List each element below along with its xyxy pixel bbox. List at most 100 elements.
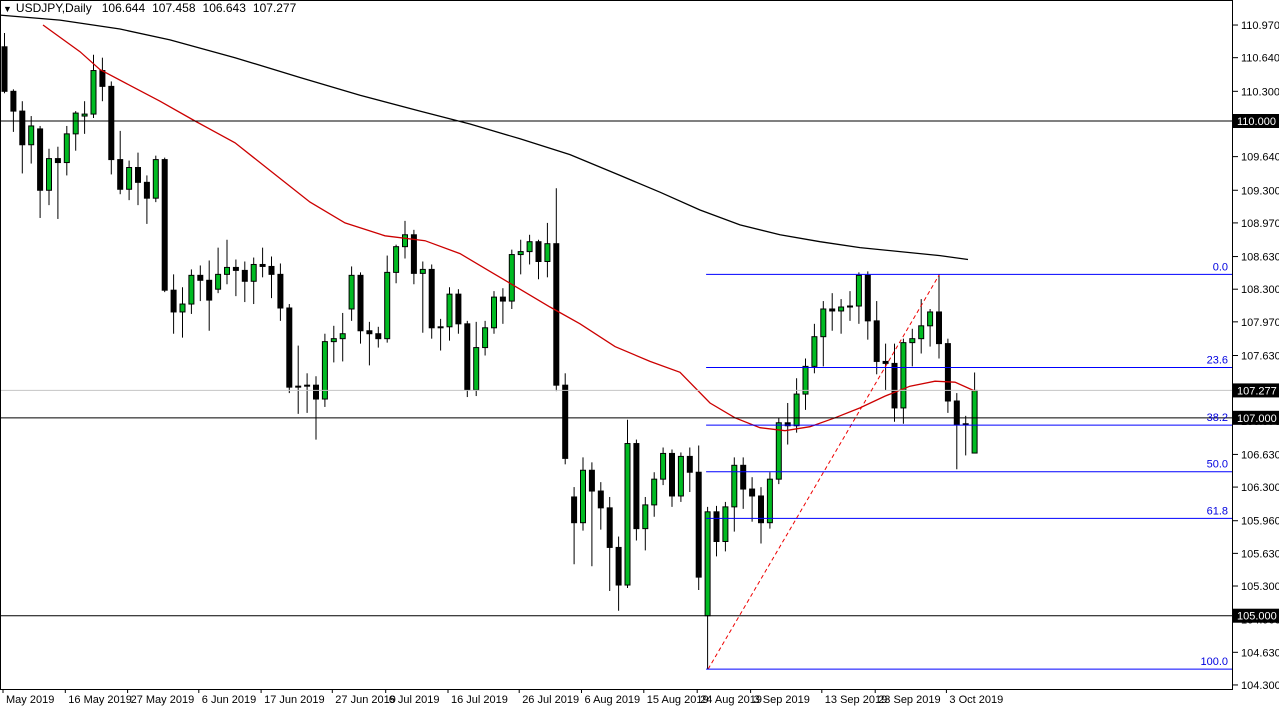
candle	[117, 130, 124, 195]
candle	[562, 373, 569, 465]
candle	[437, 318, 444, 351]
date-tick-label: 17 Jun 2019	[264, 694, 325, 706]
price-tick-label: 110.300	[1241, 86, 1279, 98]
candle	[455, 289, 462, 334]
candle	[393, 244, 400, 284]
candle	[535, 239, 542, 280]
horizontal-level-lines[interactable]	[0, 120, 1232, 617]
candle	[873, 301, 880, 375]
candle	[517, 239, 524, 275]
price-tick-label: 109.640	[1241, 152, 1279, 164]
candle	[864, 271, 871, 340]
candle	[215, 247, 222, 294]
candle	[206, 260, 213, 331]
candle	[588, 462, 595, 567]
candle	[135, 152, 141, 206]
candle	[304, 373, 311, 413]
candle	[855, 272, 862, 324]
date-tick-label: 13 Sep 2019	[825, 694, 887, 706]
candle	[660, 447, 667, 486]
plot-border	[0, 0, 1233, 690]
price-box-label: 107.000	[1237, 413, 1277, 425]
candle	[713, 505, 720, 557]
date-tick-label: 6 Aug 2019	[585, 694, 641, 706]
candle	[829, 293, 836, 331]
candle	[446, 287, 453, 341]
candle	[491, 291, 497, 334]
level-price-box	[1233, 114, 1279, 128]
candle	[428, 264, 435, 339]
ohlc-high-value: 107.458	[152, 1, 196, 15]
price-tick-label: 104.630	[1241, 647, 1279, 659]
candle	[197, 265, 204, 302]
candle	[811, 323, 818, 374]
candle	[313, 376, 319, 440]
candle	[900, 338, 907, 424]
fib-label-38.2: 38.2	[1207, 412, 1228, 424]
candle	[686, 447, 693, 493]
date-tick-label: 23 Sep 2019	[878, 694, 940, 706]
symbol-timeframe-label: USDJPY,Daily	[15, 1, 92, 15]
date-tick-label: May 2019	[6, 694, 54, 706]
candle	[108, 81, 115, 175]
date-tick-label: 24 Aug 2019	[700, 694, 762, 706]
candle	[847, 291, 853, 321]
candle	[740, 457, 747, 509]
candle	[580, 457, 586, 531]
candle	[375, 326, 382, 348]
price-tick-label: 105.630	[1241, 548, 1279, 560]
candle	[936, 274, 942, 359]
date-tick-label: 16 May 2019	[68, 694, 132, 706]
candle	[526, 234, 533, 265]
price-box-label: 105.000	[1237, 611, 1277, 623]
candle	[295, 345, 302, 414]
candle	[241, 261, 248, 303]
ohlc-low-value: 106.643	[202, 1, 246, 15]
candle	[224, 239, 230, 285]
fib-label-0.0: 0.0	[1213, 261, 1228, 273]
ma-fast-line	[42, 24, 976, 432]
price-tick-label: 108.970	[1241, 218, 1279, 230]
date-tick-label: 27 May 2019	[131, 694, 195, 706]
candle	[571, 487, 578, 565]
candle	[419, 261, 426, 333]
ma-slow-line	[0, 14, 969, 261]
candle	[838, 299, 845, 334]
candle	[918, 299, 925, 354]
candle	[348, 266, 355, 321]
price-tick-label: 106.300	[1241, 482, 1279, 494]
candle	[731, 457, 738, 532]
collapse-marker-icon[interactable]: ▼	[3, 4, 12, 14]
candle	[784, 402, 791, 445]
candle	[766, 472, 773, 529]
price-tick-label: 108.300	[1241, 284, 1279, 296]
price-tick-label: 105.960	[1241, 516, 1279, 528]
fib-baseline[interactable]	[707, 274, 940, 670]
candle	[277, 263, 284, 321]
candle	[891, 343, 898, 422]
price-tick-label: 105.300	[1241, 581, 1279, 593]
date-tick-label: 16 Jul 2019	[451, 694, 508, 706]
candlesticks-series	[1, 32, 978, 670]
chart-title-overlay: ▼ USDJPY,Daily 106.644 107.458 106.643 107.27…	[3, 1, 303, 15]
fibonacci-retracement[interactable]: 0.0 23.6 38.2 50.0 61.8 100.0	[706, 261, 1232, 670]
candle	[508, 249, 515, 309]
price-tick-label: 107.630	[1241, 350, 1279, 362]
fib-label-23.6: 23.6	[1207, 355, 1228, 367]
candle	[179, 287, 186, 338]
candle	[642, 496, 649, 551]
candle	[944, 338, 951, 413]
candle	[651, 472, 658, 517]
price-axis[interactable]: 110.970110.640110.300109.970109.640109.3…	[1233, 20, 1279, 692]
candle	[402, 220, 408, 259]
candle	[633, 439, 640, 541]
current-price-box	[1233, 383, 1279, 398]
candle	[927, 308, 934, 347]
date-tick-label: 3 Oct 2019	[949, 694, 1003, 706]
price-tick-label: 104.300	[1241, 680, 1279, 692]
price-box-label: 110.000	[1237, 116, 1276, 128]
candle	[749, 477, 756, 522]
